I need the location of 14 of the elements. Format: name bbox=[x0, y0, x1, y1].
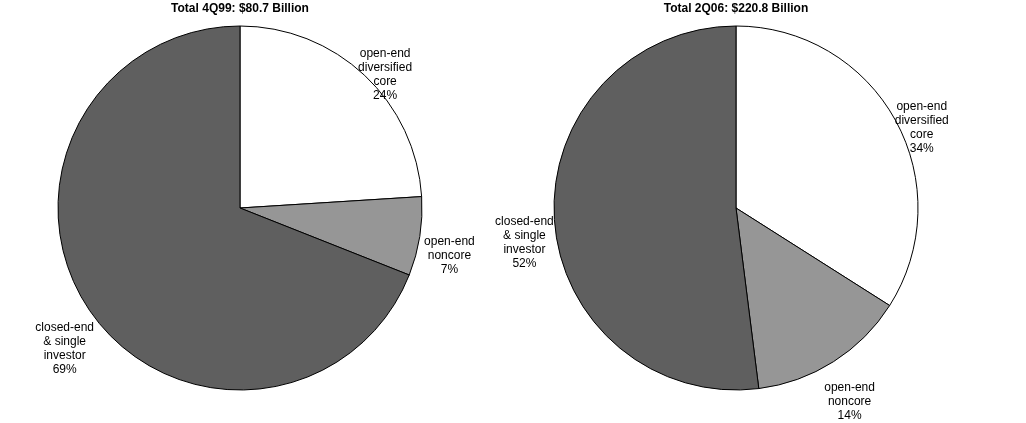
data-label: 24% bbox=[373, 88, 398, 103]
slice-label: open-end diversified core bbox=[894, 98, 949, 141]
slice-label: open-end diversified core bbox=[358, 46, 413, 89]
chart-title: Total 2Q06: $220.8 Billion bbox=[663, 1, 809, 15]
chart-title: Total 4Q99: $80.7 Billion bbox=[171, 1, 309, 15]
slice-label: open-end noncore bbox=[824, 380, 875, 408]
slice-label: open-end noncore bbox=[424, 234, 475, 263]
slice-label: closed-end & single investor bbox=[495, 214, 554, 257]
data-label: 7% bbox=[440, 262, 459, 277]
data-label: 34% bbox=[909, 140, 935, 155]
slice-label: closed-end & single investor bbox=[35, 320, 95, 363]
data-label: 69% bbox=[52, 362, 77, 377]
data-label: 52% bbox=[512, 256, 537, 271]
data-label: 14% bbox=[837, 408, 862, 422]
